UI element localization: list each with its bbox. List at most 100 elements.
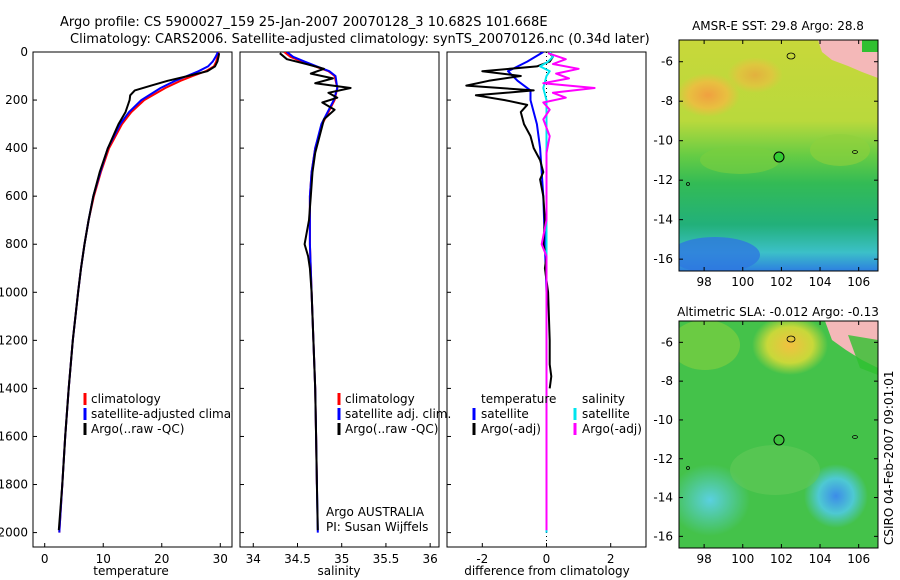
lon-tick-label: 102	[770, 552, 793, 566]
depth-tick-label: 2000	[0, 526, 28, 540]
diff-x-tick-label: 2	[607, 552, 615, 566]
depth-tick-label: 1000	[0, 285, 28, 299]
sst-warm-patch	[679, 73, 740, 117]
depth-tick-label: 800	[5, 237, 28, 251]
salinity-panel: 34 34.5 35 35.5 36 salinity climatology sate…	[239, 51, 451, 578]
legend-label-satellite-adjusted: satellite-adjusted climatology	[91, 407, 269, 421]
sst-band	[810, 134, 870, 166]
sst-map-panel: AMSR-E SST: 29.8 Argo: 28.8 98 100 102 104 1…	[653, 19, 879, 289]
temperature-panel: 0 200 400 600 800 1000 1200 1400 1600 1800 2000 0 1…	[0, 45, 269, 578]
depth-axis: 0 200 400 600 800 1000 1200 1400 1600 1800 2000	[0, 45, 37, 540]
csiro-timestamp: CSIRO 04-Feb-2007 09:01:01	[882, 370, 896, 545]
lon-tick-label: 98	[696, 552, 711, 566]
lon-tick-label: 102	[770, 275, 793, 289]
island-outline	[852, 150, 858, 154]
sla-band	[730, 445, 820, 495]
difference-legend: temperature satellite Argo(-adj) salinit…	[472, 392, 642, 436]
temp-x-tick-label: 0	[41, 552, 49, 566]
temperature-xlabel: temperature	[93, 564, 168, 578]
depth-tick-label: 1400	[0, 381, 28, 395]
sal-x-tick-label: 35	[334, 552, 349, 566]
figure-title-line2: Climatology: CARS2006. Satellite-adjuste…	[70, 32, 650, 47]
legend-label-sal-argo: Argo(-adj)	[582, 422, 642, 436]
lon-tick-label: 104	[809, 552, 832, 566]
lat-tick-label: -14	[653, 213, 673, 227]
depth-tick-label: 1600	[0, 429, 28, 443]
difference-lines	[465, 52, 596, 533]
lat-tick-label: -8	[661, 94, 673, 108]
salinity-axes-frame	[239, 51, 440, 548]
depth-tick-label: 400	[5, 141, 28, 155]
lat-tick-label: -6	[661, 335, 673, 349]
depth-tick-label: 200	[5, 93, 28, 107]
legend-label-argo: Argo(..raw -QC)	[91, 422, 184, 436]
temp-x-tick-label: 10	[96, 552, 111, 566]
sst-cold-patch	[679, 237, 760, 271]
temperature-legend: climatology satellite-adjusted climatolo…	[83, 392, 269, 436]
temperature-axes-frame	[32, 51, 233, 548]
temp-series-climatology	[58, 52, 220, 533]
sla-low-patch	[679, 464, 750, 536]
lon-tick-label: 100	[731, 275, 754, 289]
sla-low-patch	[804, 464, 868, 528]
difference-x-axis: -2 0 2	[447, 51, 615, 566]
depth-tick-label: 1800	[0, 478, 28, 492]
legend-label-satellite-adj: satellite adj. clim.	[345, 407, 451, 421]
sst-map-title: AMSR-E SST: 29.8 Argo: 28.8	[692, 19, 864, 33]
sst-map-frame	[678, 39, 879, 272]
difference-panel: -2 0 2 difference from climatology tempera…	[446, 51, 647, 578]
diff-x-tick-label: 0	[543, 552, 551, 566]
salinity-legend: climatology satellite adj. clim. Argo(..…	[337, 392, 451, 436]
lat-tick-label: -8	[661, 374, 673, 388]
lon-tick-label: 104	[809, 275, 832, 289]
island-outline	[852, 435, 858, 439]
land-patch	[862, 40, 878, 52]
diff-x-tick-label: -2	[476, 552, 488, 566]
lat-tick-label: -10	[653, 413, 673, 427]
sal-x-tick-label: 34	[246, 552, 261, 566]
temp-x-tick-label: 20	[154, 552, 169, 566]
legend-label-argo: Argo(..raw -QC)	[345, 422, 438, 436]
legend-label-climatology: climatology	[91, 392, 161, 406]
sla-field	[679, 321, 878, 548]
salinity-lines	[279, 52, 352, 533]
lat-tick-label: -6	[661, 55, 673, 69]
diff-series-temperature-argo-adj	[465, 52, 554, 389]
salinity-x-axis: 34 34.5 35 35.5 36	[240, 51, 438, 566]
legend-label-temp-argo: Argo(-adj)	[481, 422, 541, 436]
legend-heading-salinity: salinity	[582, 392, 625, 406]
sal-x-tick-label: 34.5	[284, 552, 311, 566]
sal-x-tick-label: 36	[423, 552, 438, 566]
sal-x-tick-label: 35.5	[373, 552, 400, 566]
legend-label-temp-satellite: satellite	[481, 407, 529, 421]
temperature-lines	[57, 52, 221, 533]
land-patch	[848, 335, 878, 375]
island-outline	[786, 335, 796, 343]
sla-map-frame	[678, 320, 879, 549]
sla-map-panel: Altimetric SLA: -0.012 Argo: -0.13 98 100…	[653, 305, 879, 566]
sla-high-patch	[752, 321, 828, 375]
lon-tick-label: 106	[847, 275, 870, 289]
temperature-x-axis: 0 10 20 30	[41, 543, 228, 566]
legend-label-sal-satellite: satellite	[582, 407, 630, 421]
legend-heading-temperature: temperature	[481, 392, 556, 406]
sla-map-axes: 98 100 102 104 106 -6 -8 -10 -12 -14 -16	[653, 321, 878, 566]
diff-series-salinity-argo-adj	[540, 52, 596, 531]
argo-float-marker	[773, 434, 785, 446]
island-outline	[786, 52, 796, 60]
lat-tick-label: -12	[653, 452, 673, 466]
temp-series-satellite-adjusted-climatology	[58, 52, 219, 533]
sla-map-title: Altimetric SLA: -0.012 Argo: -0.13	[677, 305, 879, 319]
lat-tick-label: -16	[653, 252, 673, 266]
depth-tick-label: 0	[20, 45, 28, 59]
depth-tick-label: 600	[5, 189, 28, 203]
island-outline	[686, 466, 690, 470]
lon-tick-label: 100	[731, 552, 754, 566]
lat-tick-label: -12	[653, 173, 673, 187]
sla-band	[679, 321, 740, 370]
lat-tick-label: -14	[653, 491, 673, 505]
lon-tick-label: 106	[847, 552, 870, 566]
figure-title-line1: Argo profile: CS 5900027_159 25-Jan-2007…	[60, 15, 548, 30]
temp-x-tick-label: 30	[213, 552, 228, 566]
